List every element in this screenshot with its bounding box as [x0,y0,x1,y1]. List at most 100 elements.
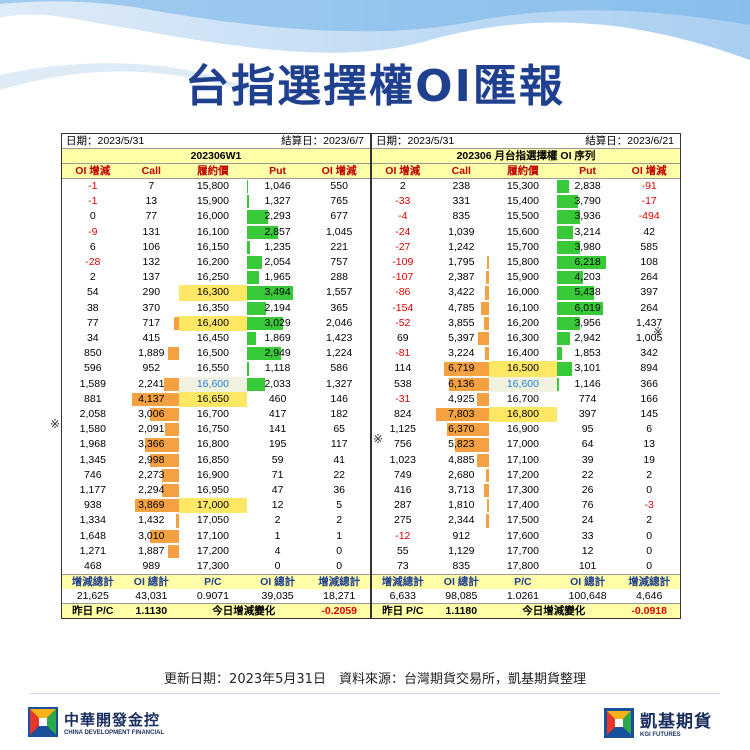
reference-mark-right-16200: ※ [653,325,664,339]
strike-price: 17,200 [196,544,229,557]
put-oi-value: 22 [581,468,594,481]
call-oi-value: 989 [142,560,161,573]
call-oi: 1,887 [124,544,180,559]
call-oi-change: 69 [396,332,409,345]
strike-price: 15,900 [506,271,539,284]
call-oi-bar [480,301,490,315]
strike-price: 17,100 [196,529,229,542]
col-call: Call [123,163,180,179]
strike-price: 16,350 [196,301,229,314]
put-oi-change: 757 [330,256,348,269]
call-oi-bar [443,362,490,376]
put-oi-change: 42 [643,225,656,238]
table-row: -81 3,224 16,400 1,853 342 [372,346,680,361]
call-oi-change: -1 [88,180,98,192]
call-oi-change: 1,271 [79,544,106,557]
monthly-oi-table: 日期：2023/5/31 結算日：2023/6/21 202306 月台指選擇權… [372,134,680,619]
call-oi-value: 2,680 [448,468,475,481]
put-oi-change: 146 [330,392,348,405]
call-oi-value: 7,803 [448,408,475,421]
call-oi-change: 850 [84,347,102,360]
table-row: 1,580 2,091 16,750 141 65 [62,422,370,437]
call-oi: 1,795 [434,255,490,270]
col-put-oi-change: OI 增減 [618,163,680,179]
put-oi: 2,857 [246,225,309,240]
strike-price: 16,000 [506,286,539,299]
call-oi-change: 114 [394,362,412,375]
header-wave-background [0,0,750,95]
table-row: 1,125 6,370 16,900 95 6 [372,422,680,437]
put-oi-change: 41 [333,453,346,466]
put-oi-bar [246,286,293,300]
put-oi: 2,838 [556,179,619,195]
call-oi-bar [150,408,180,422]
totals-header: 增減總計 OI 總計 P/C OI 總計 增減總計 [62,574,370,590]
table-row: 73 835 17,800 101 0 [372,559,680,575]
call-oi-change: 1,125 [389,423,416,436]
call-oi-value: 1,887 [138,544,165,557]
put-oi-value: 2,054 [264,256,291,269]
total-put-change-label: 增減總計 [618,574,680,590]
call-oi: 6,370 [434,422,490,437]
table-row: 596 952 16,550 1,118 586 [62,361,370,376]
table-row: 468 989 17,300 0 0 [62,559,370,575]
table-row: -1 13 15,900 1,327 765 [62,194,370,209]
put-oi-change: 397 [640,286,658,299]
call-oi-bar [476,453,490,467]
table-row: 2 238 15,300 2,838 -91 [372,179,680,195]
call-oi-value: 4,925 [448,392,475,405]
call-oi-change: 54 [86,286,99,299]
put-oi: 1 [247,529,309,544]
call-oi-change: -154 [392,301,414,314]
put-oi: 195 [247,437,309,452]
put-oi-change: 1,327 [326,377,353,390]
call-oi-change: 824 [394,408,412,421]
call-oi: 2,680 [434,468,490,483]
put-oi-bar [556,286,594,300]
column-headers: OI 增減 Call 履約價 Put OI 增減 [62,163,370,179]
call-oi: 106 [124,240,179,255]
strike-price: 16,100 [506,301,539,314]
put-oi-value: 59 [271,453,284,466]
pc-ratio-label: P/C [179,574,247,590]
put-oi: 1,118 [246,361,309,376]
put-oi: 2,942 [556,331,619,346]
put-oi: 4 [247,544,309,559]
strike-price: 17,000 [179,498,247,514]
put-oi-value: 39 [581,453,594,466]
put-oi: 3,936 [556,209,619,224]
table-row: 2,058 3,006 16,700 417 182 [62,407,370,422]
series-name: 202306W1 [62,148,370,164]
cdf-name-cn: 中華開發金控 [64,710,161,729]
call-oi-bar [167,347,180,361]
put-oi-value: 2 [274,514,281,527]
table-row: -28 132 16,200 2,054 757 [62,255,370,270]
call-oi: 2,241 [124,377,180,392]
call-oi: 2,273 [124,468,180,483]
put-oi: 6,218 [556,255,619,270]
put-oi-value: 3,214 [574,225,601,238]
call-oi: 2,344 [434,513,490,528]
call-oi-bar [485,468,490,483]
put-oi-change: 765 [330,195,348,208]
totals-values: 6,633 98,085 1.0261 100,648 4,646 [372,589,680,604]
call-oi-change: -4 [398,210,408,223]
put-oi: 3,214 [556,225,619,240]
call-oi-value: 1,039 [448,225,475,238]
strike-price: 17,000 [506,438,539,451]
put-oi-change: 19 [643,453,656,466]
put-oi: 24 [557,513,619,528]
put-oi-value: 4,203 [574,271,601,284]
put-oi-change: 1,224 [326,347,353,360]
call-oi-value: 4,885 [448,453,475,466]
put-oi-change: 0 [646,529,653,542]
put-oi-value: 33 [581,529,594,542]
call-oi-bar [144,438,180,452]
put-oi-value: 3,101 [574,362,601,375]
pc-change-row: 昨日 P/C 1.1130 今日增減變化 -0.2059 [62,603,370,619]
strike-price: 16,100 [196,225,229,238]
total-put-change: 4,646 [636,590,663,603]
put-oi-bar [556,195,579,209]
call-oi-value: 4,137 [138,392,165,405]
call-oi-change: 538 [394,377,412,390]
